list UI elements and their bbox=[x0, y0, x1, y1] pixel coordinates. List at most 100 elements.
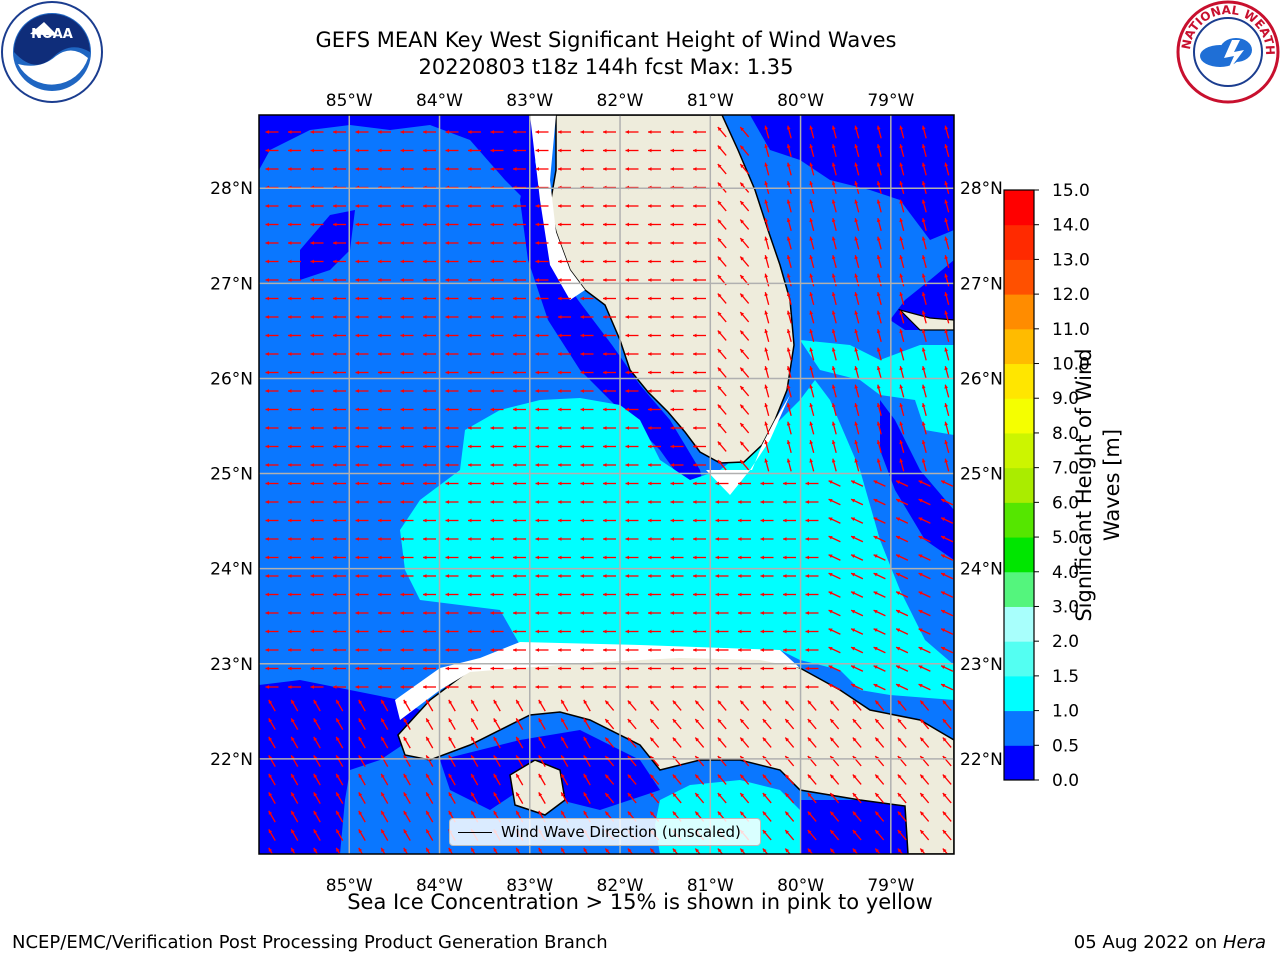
wind-arrow-head bbox=[288, 407, 292, 412]
wind-arrow-head bbox=[355, 148, 360, 153]
colorbar-swatch bbox=[1004, 363, 1034, 399]
wind-arrow-head bbox=[760, 574, 765, 578]
wind-arrow-head bbox=[468, 685, 472, 689]
wind-arrow-head bbox=[538, 699, 543, 704]
wind-arrow-head bbox=[288, 148, 292, 153]
wind-arrow-head bbox=[333, 481, 337, 486]
wind-arrow-head bbox=[468, 259, 472, 264]
wind-arrow-head bbox=[535, 278, 540, 282]
wind-arrow-head bbox=[786, 181, 791, 186]
footer-date-text: 05 Aug 2022 on bbox=[1073, 932, 1223, 953]
colorbar-swatch bbox=[1004, 259, 1034, 295]
wind-arrow-head bbox=[423, 629, 427, 634]
wind-arrow-head bbox=[852, 774, 857, 779]
wind-arrow-head bbox=[715, 592, 720, 597]
wind-arrow-head bbox=[423, 574, 427, 578]
wind-arrow-head bbox=[448, 736, 453, 741]
wind-arrow-head bbox=[876, 218, 881, 223]
wind-arrow-head bbox=[740, 275, 745, 279]
wind-arrow-head bbox=[764, 255, 769, 260]
wind-arrow-head bbox=[310, 666, 315, 671]
wind-arrow-head bbox=[381, 847, 385, 852]
wind-arrow-head bbox=[400, 481, 405, 486]
wind-arrow-head bbox=[423, 352, 427, 356]
wind-arrow-head bbox=[333, 574, 337, 578]
wind-arrow-head bbox=[471, 773, 475, 778]
wind-arrow-head bbox=[535, 666, 540, 671]
wind-arrow-head bbox=[291, 699, 295, 704]
wind-arrow-head bbox=[831, 199, 836, 204]
wind-arrow-head bbox=[400, 629, 405, 634]
wind-arrow-head bbox=[333, 537, 337, 541]
wind-arrow-head bbox=[693, 555, 697, 560]
wind-arrow-head bbox=[333, 648, 337, 652]
wind-arrow-head bbox=[468, 426, 472, 430]
wind-arrow-head bbox=[355, 130, 360, 134]
wind-arrow-head bbox=[355, 389, 360, 393]
wind-arrow-head bbox=[288, 204, 292, 208]
wind-arrow-head bbox=[378, 222, 382, 227]
wind-arrow-head bbox=[288, 278, 292, 282]
wind-arrow-head bbox=[265, 574, 270, 578]
wind-arrow-head bbox=[828, 554, 833, 558]
wind-arrow-head bbox=[805, 629, 810, 634]
wind-arrow-head bbox=[693, 296, 697, 301]
wind-arrow-head bbox=[830, 719, 835, 723]
wind-arrow-head bbox=[899, 366, 904, 371]
wind-arrow-head bbox=[333, 555, 337, 560]
wind-arrow-head bbox=[445, 685, 450, 689]
wind-arrow-head bbox=[625, 518, 630, 523]
wind-arrow-head bbox=[403, 847, 408, 852]
wind-arrow-head bbox=[830, 737, 835, 742]
wind-arrow-head bbox=[786, 347, 791, 352]
wind-arrow-head bbox=[805, 648, 810, 652]
wind-arrow-head bbox=[762, 719, 767, 723]
wind-arrow-head bbox=[693, 685, 697, 689]
wind-arrow-head bbox=[603, 574, 607, 578]
lat-label-left: 28°N bbox=[210, 179, 253, 199]
wind-arrow-head bbox=[400, 537, 405, 541]
wind-arrow-head bbox=[717, 848, 722, 853]
wind-arrow-head bbox=[310, 222, 315, 227]
wind-arrow-head bbox=[448, 718, 453, 723]
wind-arrow-head bbox=[648, 167, 652, 171]
wind-arrow-head bbox=[650, 719, 655, 723]
wind-arrow-head bbox=[445, 444, 450, 449]
wind-arrow-head bbox=[535, 592, 540, 597]
wind-arrow-head bbox=[490, 685, 495, 689]
wind-arrow-head bbox=[944, 144, 949, 149]
wind-arrow-head bbox=[558, 130, 562, 134]
wind-arrow-head bbox=[535, 259, 540, 264]
wind-arrow-head bbox=[400, 574, 405, 578]
wind-arrow-head bbox=[717, 349, 722, 353]
wind-arrow-head bbox=[265, 463, 270, 467]
wind-arrow-head bbox=[670, 481, 675, 486]
wind-arrow-head bbox=[809, 458, 814, 463]
wind-arrow-head bbox=[310, 333, 315, 338]
wind-arrow-head bbox=[468, 574, 472, 578]
wind-arrow-head bbox=[764, 347, 769, 352]
wind-arrow-head bbox=[603, 685, 607, 689]
wind-arrow-head bbox=[783, 592, 787, 597]
wind-arrow-head bbox=[830, 700, 835, 705]
wind-arrow-head bbox=[672, 737, 677, 742]
wind-arrow-head bbox=[740, 404, 745, 409]
wind-arrow-head bbox=[942, 774, 947, 779]
wind-arrow-head bbox=[831, 458, 836, 463]
wind-arrow-head bbox=[535, 315, 540, 319]
wind-arrow-head bbox=[648, 370, 652, 375]
wind-arrow-head bbox=[468, 389, 472, 393]
wind-arrow-head bbox=[809, 162, 814, 167]
wind-arrow-head bbox=[854, 421, 859, 426]
wind-arrow-head bbox=[805, 518, 810, 523]
wind-arrow-head bbox=[693, 463, 697, 467]
wind-arrow-head bbox=[513, 537, 517, 541]
wind-arrow-head bbox=[670, 389, 675, 393]
wind-arrow-head bbox=[942, 719, 947, 723]
wind-arrow-head bbox=[625, 629, 630, 634]
wind-arrow-head bbox=[899, 347, 904, 352]
wind-arrow-head bbox=[764, 199, 769, 204]
wind-arrow-head bbox=[423, 685, 427, 689]
wind-arrow-head bbox=[876, 310, 881, 315]
wind-arrow-head bbox=[378, 426, 382, 430]
